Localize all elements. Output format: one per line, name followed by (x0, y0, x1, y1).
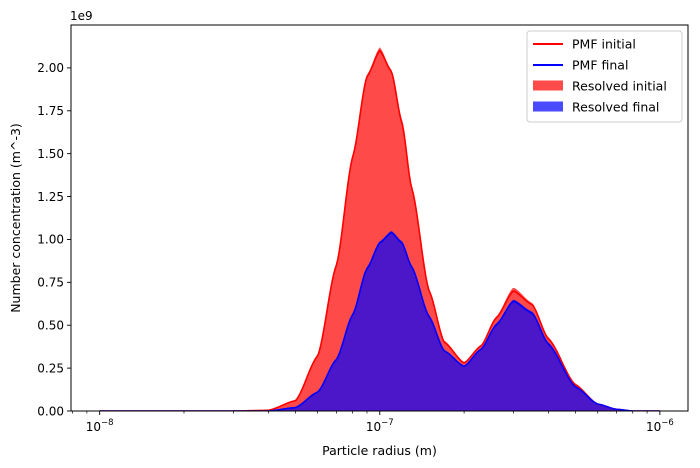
y-tick-label: 1.00 (37, 233, 64, 247)
x-axis-label: Particle radius (m) (322, 443, 437, 458)
y-offset-label: 1e9 (70, 9, 93, 23)
y-tick-label: 0.50 (37, 319, 64, 333)
y-tick-label: 1.50 (37, 147, 64, 161)
legend-swatch-resolved-initial (533, 80, 563, 91)
legend-swatch-resolved-final (533, 101, 563, 112)
y-axis-label: Number concentration (m^-3) (8, 123, 23, 313)
legend-box (526, 30, 683, 123)
line-pmf-initial (99, 49, 660, 411)
y-tick-label: 1.75 (37, 104, 64, 118)
x-axis-ticks: 10−8 10−7 10−6 (72, 411, 674, 434)
y-tick-label: 1.25 (37, 190, 64, 204)
y-tick-label: 0.25 (37, 361, 64, 375)
x-tick-label: 10−6 (646, 418, 674, 434)
chart-fills (99, 47, 660, 411)
line-pmf-final (99, 231, 660, 411)
y-tick-label: 2.00 (37, 61, 64, 75)
y-tick-label: 0.75 (37, 276, 64, 290)
legend-label-pmf-final: PMF final (572, 58, 628, 73)
y-axis-ticks: 0.00 0.25 0.50 0.75 1.00 1.25 1.50 1.75 2.00 (37, 61, 71, 418)
y-tick-label: 0.00 (37, 404, 64, 418)
x-tick-label: 10−8 (86, 418, 114, 434)
area-resolved-final (99, 231, 660, 411)
legend-label-resolved-initial: Resolved initial (572, 79, 667, 94)
x-tick-label: 10−7 (366, 418, 394, 434)
legend-label-pmf-initial: PMF initial (572, 37, 636, 52)
legend-label-resolved-final: Resolved final (572, 100, 659, 115)
chart-lines (99, 49, 660, 411)
legend: PMF initial PMF final Resolved initial R… (526, 30, 683, 123)
